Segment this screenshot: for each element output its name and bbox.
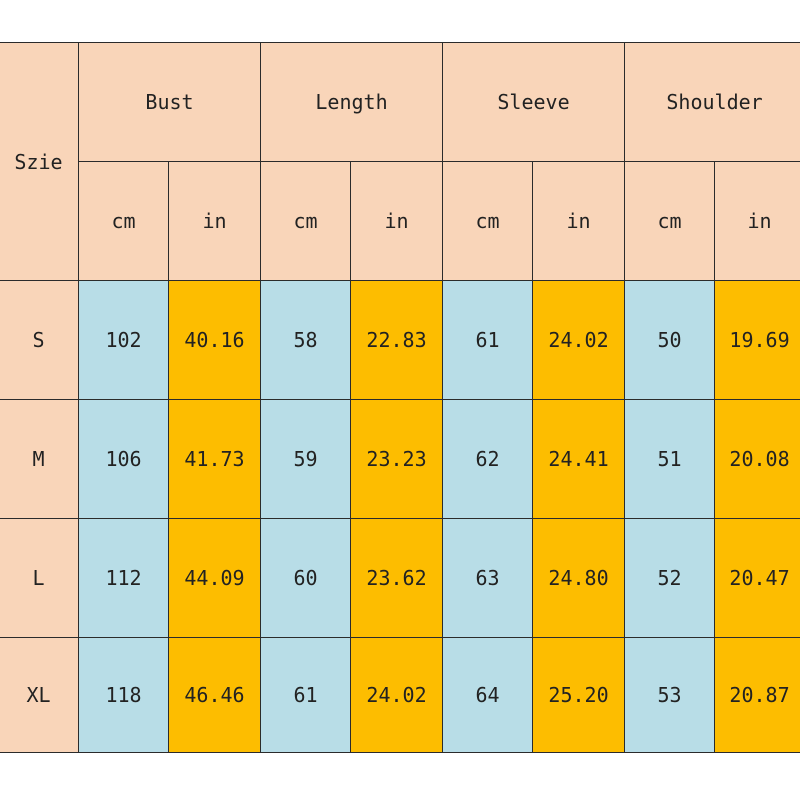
value-cell-bust-cm: 118: [78, 637, 169, 753]
table-row: L 112 44.09 60 23.62 63 24.80 52 20.47: [0, 518, 800, 638]
group-header-shoulder: Shoulder: [624, 42, 800, 162]
value-cell-length-cm: 59: [260, 399, 352, 519]
size-chart-table: Szie Bust Length Sleeve Shoulder cm in c…: [0, 42, 800, 753]
table-row: XL 118 46.46 61 24.02 64 25.20 53 20.87: [0, 637, 800, 753]
size-column-header: Szie: [0, 42, 79, 281]
value-cell-length-cm: 61: [260, 637, 352, 753]
value-cell-sleeve-in: 24.41: [532, 399, 626, 519]
value-cell-length-in: 22.83: [350, 280, 444, 400]
unit-header-in: in: [532, 161, 626, 281]
value-cell-shoulder-in: 19.69: [714, 280, 800, 400]
value-cell-shoulder-in: 20.08: [714, 399, 800, 519]
unit-header-in: in: [714, 161, 800, 281]
value-cell-sleeve-cm: 61: [442, 280, 534, 400]
value-cell-shoulder-in: 20.47: [714, 518, 800, 638]
value-cell-bust-cm: 102: [78, 280, 169, 400]
value-cell-sleeve-in: 24.02: [532, 280, 626, 400]
table-row: S 102 40.16 58 22.83 61 24.02 50 19.69: [0, 280, 800, 400]
unit-header-in: in: [350, 161, 444, 281]
unit-header-cm: cm: [78, 161, 169, 281]
size-cell: M: [0, 399, 79, 519]
header-row-groups: Szie Bust Length Sleeve Shoulder: [0, 42, 800, 281]
value-cell-shoulder-in: 20.87: [714, 637, 800, 753]
value-cell-length-in: 24.02: [350, 637, 444, 753]
size-cell: L: [0, 518, 79, 638]
value-cell-shoulder-cm: 50: [624, 280, 716, 400]
value-cell-sleeve-cm: 64: [442, 637, 534, 753]
value-cell-shoulder-cm: 52: [624, 518, 716, 638]
value-cell-shoulder-cm: 53: [624, 637, 716, 753]
value-cell-length-cm: 58: [260, 280, 352, 400]
table-row: M 106 41.73 59 23.23 62 24.41 51 20.08: [0, 399, 800, 519]
value-cell-sleeve-in: 24.80: [532, 518, 626, 638]
group-header-length: Length: [260, 42, 444, 162]
value-cell-shoulder-cm: 51: [624, 399, 716, 519]
value-cell-sleeve-in: 25.20: [532, 637, 626, 753]
value-cell-bust-cm: 106: [78, 399, 169, 519]
size-cell: XL: [0, 637, 79, 753]
value-cell-length-cm: 60: [260, 518, 352, 638]
value-cell-bust-in: 40.16: [167, 280, 262, 400]
value-cell-bust-cm: 112: [78, 518, 169, 638]
value-cell-length-in: 23.62: [350, 518, 444, 638]
size-cell: S: [0, 280, 79, 400]
value-cell-bust-in: 46.46: [167, 637, 262, 753]
unit-header-in: in: [167, 161, 262, 281]
group-header-bust: Bust: [77, 42, 262, 162]
value-cell-length-in: 23.23: [350, 399, 444, 519]
value-cell-bust-in: 41.73: [167, 399, 262, 519]
unit-header-cm: cm: [260, 161, 352, 281]
group-header-sleeve: Sleeve: [442, 42, 626, 162]
value-cell-sleeve-cm: 63: [442, 518, 534, 638]
value-cell-sleeve-cm: 62: [442, 399, 534, 519]
value-cell-bust-in: 44.09: [167, 518, 262, 638]
header-row-units: cm in cm in cm in cm in: [0, 161, 800, 281]
unit-header-cm: cm: [442, 161, 534, 281]
unit-header-cm: cm: [624, 161, 716, 281]
